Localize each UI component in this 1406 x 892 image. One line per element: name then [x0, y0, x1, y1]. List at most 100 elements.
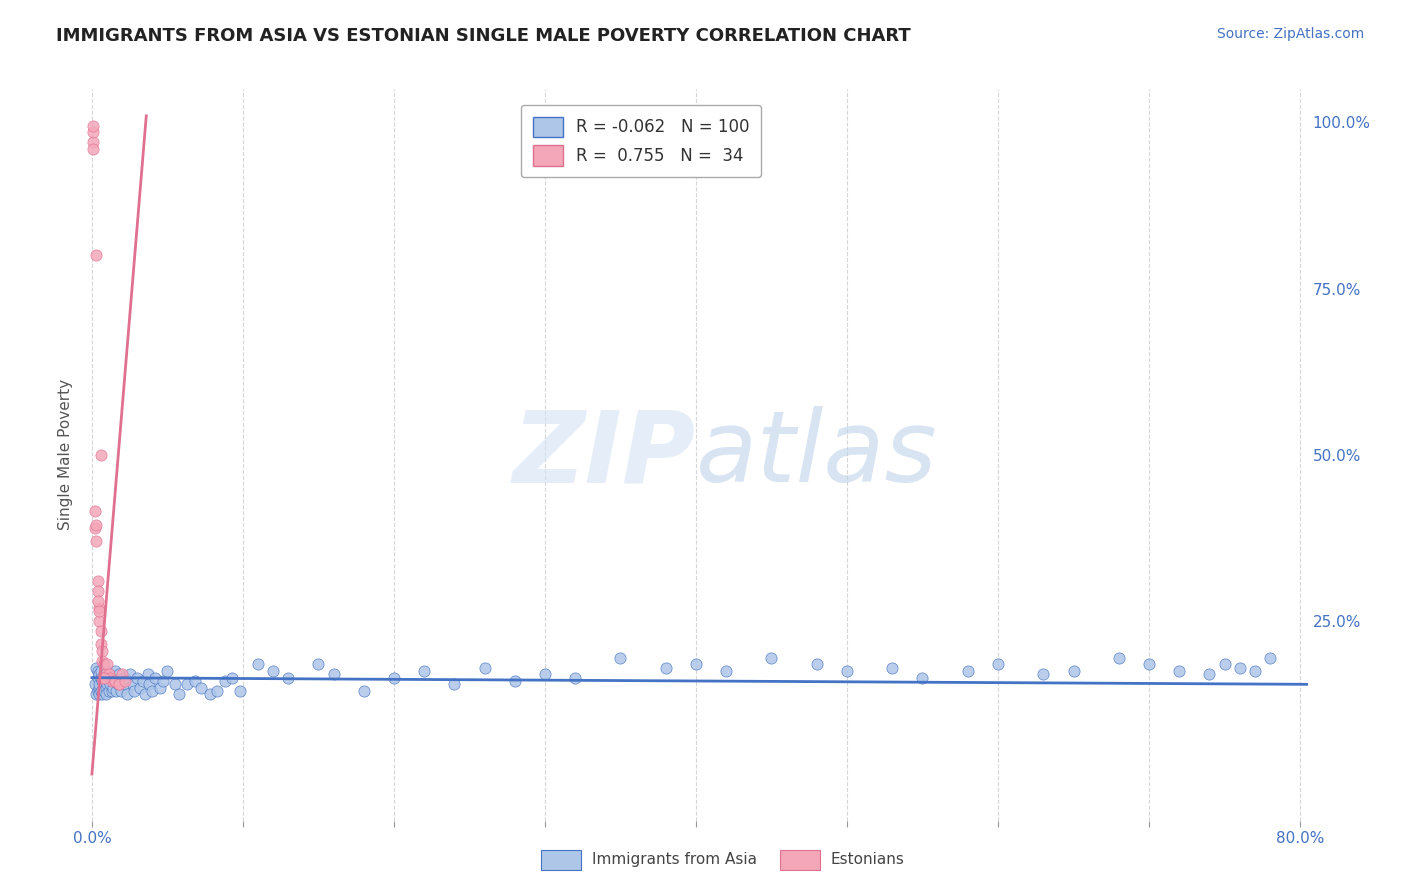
Point	[90, 637, 112, 651]
Point	[89, 604, 111, 618]
Point	[1258, 650, 1281, 665]
Point	[94, 671, 117, 685]
Point	[118, 667, 141, 681]
Point	[93, 657, 115, 672]
Point	[911, 671, 934, 685]
Point	[97, 673, 120, 688]
Point	[87, 584, 110, 599]
Point	[86, 248, 108, 262]
Point	[1168, 664, 1191, 678]
Point	[86, 517, 108, 532]
Point	[91, 644, 114, 658]
Point	[96, 657, 118, 672]
Point	[229, 684, 252, 698]
Point	[91, 654, 114, 668]
Point	[87, 684, 110, 698]
Point	[156, 664, 179, 678]
Point	[108, 677, 131, 691]
Point	[84, 677, 107, 691]
Point	[714, 664, 737, 678]
Point	[132, 673, 155, 688]
Text: Estonians: Estonians	[831, 853, 905, 867]
Point	[685, 657, 707, 672]
Point	[93, 667, 115, 681]
Point	[82, 136, 104, 150]
Point	[90, 664, 112, 678]
Point	[98, 667, 121, 681]
Point	[108, 667, 131, 681]
Point	[96, 677, 118, 691]
Point	[474, 661, 496, 675]
Point	[107, 677, 129, 691]
Point	[103, 673, 125, 688]
Point	[87, 594, 110, 608]
Point	[86, 534, 108, 549]
Point	[105, 684, 128, 698]
Point	[82, 125, 104, 139]
Point	[129, 681, 152, 695]
Point	[93, 677, 115, 691]
Point	[149, 681, 172, 695]
Point	[761, 650, 783, 665]
Point	[353, 684, 375, 698]
Point	[122, 684, 145, 698]
Point	[111, 673, 134, 688]
Point	[103, 664, 125, 678]
Point	[221, 671, 243, 685]
Text: atlas: atlas	[696, 407, 938, 503]
Point	[169, 687, 191, 701]
Point	[190, 681, 212, 695]
Point	[96, 664, 118, 678]
Point	[108, 677, 131, 691]
Point	[806, 657, 828, 672]
Point	[91, 671, 114, 685]
Point	[98, 677, 121, 691]
Point	[1063, 664, 1085, 678]
Point	[101, 681, 124, 695]
Point	[152, 673, 174, 688]
Point	[90, 624, 112, 639]
Point	[114, 671, 136, 685]
Point	[110, 684, 132, 698]
Y-axis label: Single Male Poverty: Single Male Poverty	[58, 379, 73, 531]
Point	[100, 673, 122, 688]
Point	[84, 504, 107, 518]
Text: IMMIGRANTS FROM ASIA VS ESTONIAN SINGLE MALE POVERTY CORRELATION CHART: IMMIGRANTS FROM ASIA VS ESTONIAN SINGLE …	[56, 27, 911, 45]
Point	[115, 687, 138, 701]
Point	[382, 671, 405, 685]
Point	[882, 661, 904, 675]
Point	[134, 687, 156, 701]
Point	[89, 687, 111, 701]
Text: ZIP: ZIP	[513, 407, 696, 503]
Point	[262, 664, 284, 678]
Text: Source: ZipAtlas.com: Source: ZipAtlas.com	[1216, 27, 1364, 41]
Point	[86, 661, 108, 675]
Point	[534, 667, 557, 681]
Point	[94, 667, 117, 681]
Point	[277, 671, 299, 685]
Point	[89, 614, 111, 628]
Point	[322, 667, 344, 681]
Point	[90, 671, 112, 685]
Point	[91, 673, 114, 688]
Point	[82, 119, 104, 133]
Point	[138, 677, 160, 691]
Point	[207, 684, 229, 698]
Point	[90, 448, 112, 462]
Point	[1137, 657, 1160, 672]
Point	[93, 671, 115, 685]
Point	[100, 671, 122, 685]
Point	[176, 677, 198, 691]
Point	[94, 681, 117, 695]
Point	[86, 687, 108, 701]
Point	[214, 673, 236, 688]
Point	[91, 687, 114, 701]
Point	[247, 657, 270, 672]
Point	[1032, 667, 1054, 681]
Point	[87, 664, 110, 678]
Point	[198, 687, 221, 701]
Point	[835, 664, 858, 678]
Point	[111, 667, 134, 681]
Point	[112, 677, 135, 691]
Point	[84, 521, 107, 535]
